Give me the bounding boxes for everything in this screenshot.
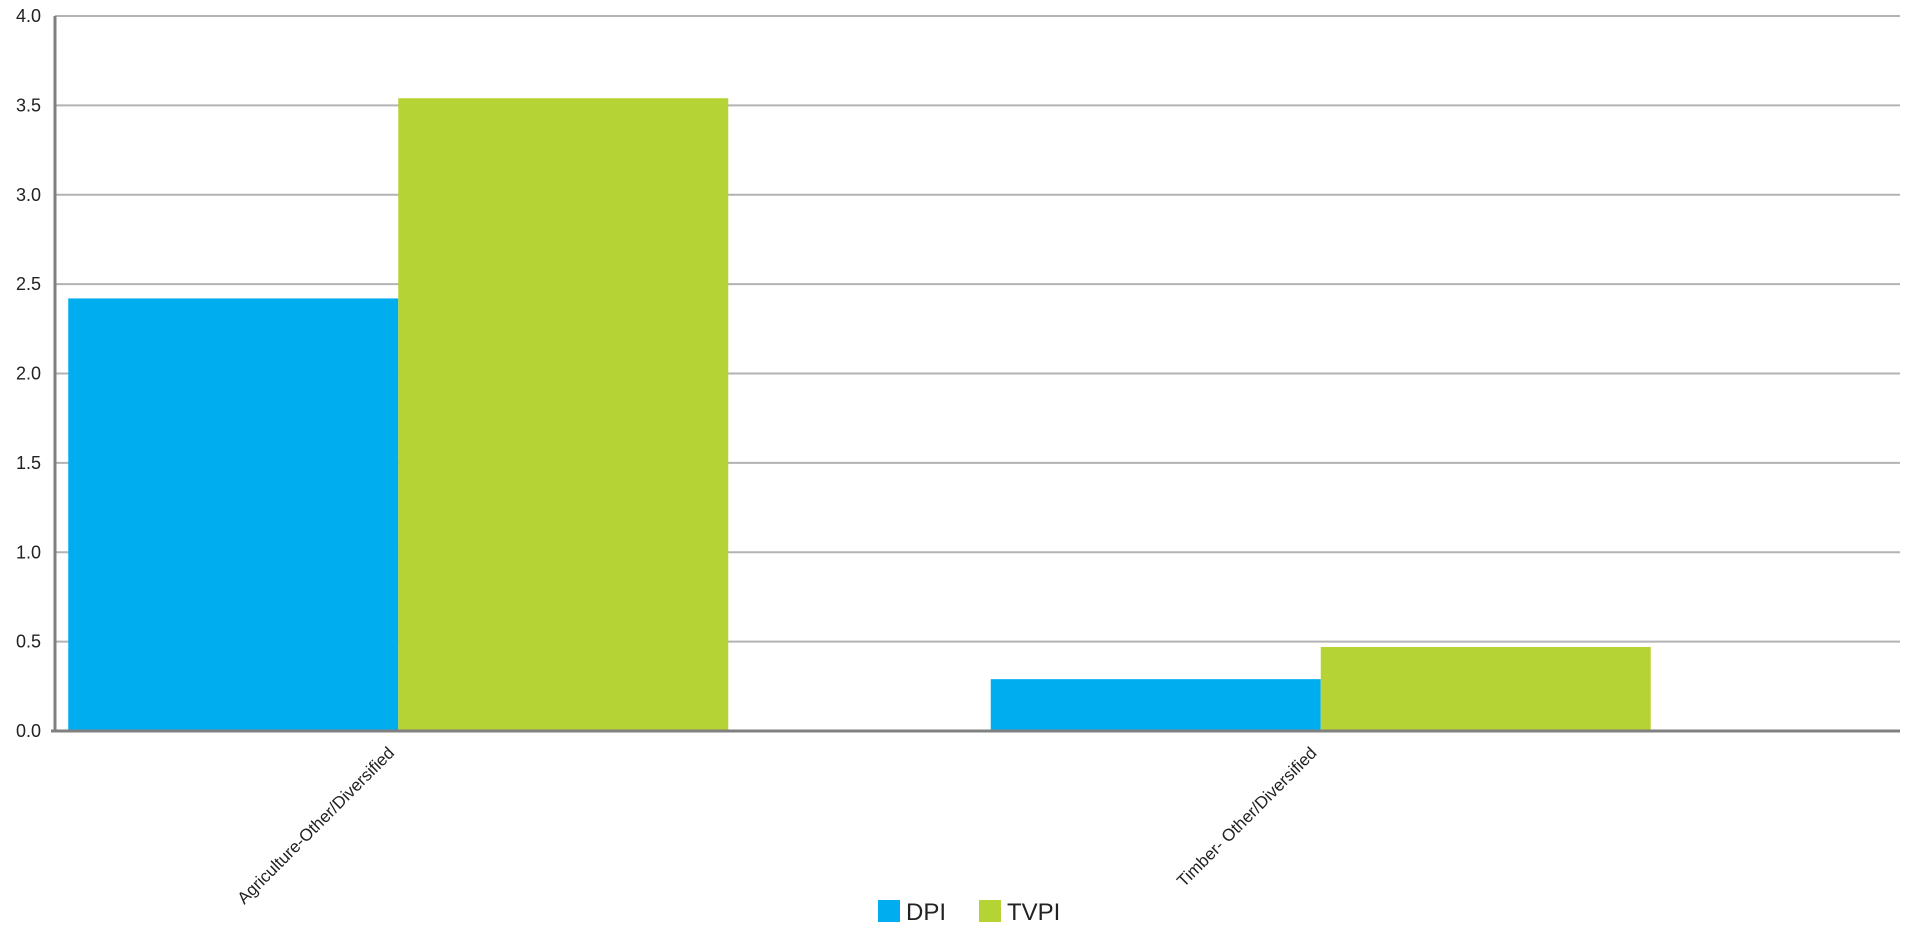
bars — [68, 98, 1651, 732]
x-category-label: Agriculture-Other/Diversified — [234, 743, 398, 907]
legend: DPI TVPI — [878, 899, 1060, 926]
bar-tvpi-1 — [398, 98, 729, 732]
legend-label-dpi: DPI — [906, 899, 946, 926]
y-tick-label: 1.5 — [16, 453, 41, 473]
x-axis-category-labels: Agriculture-Other/Diversified Timber- Oth… — [234, 743, 1321, 907]
y-tick-label: 1.0 — [16, 542, 41, 562]
legend-label-tvpi: TVPI — [1007, 899, 1060, 926]
y-tick-label: 0.5 — [16, 632, 41, 652]
bar-tvpi-2 — [1320, 646, 1651, 731]
y-tick-label: 2.0 — [16, 364, 41, 384]
x-category-label: Timber- Other/Diversified — [1173, 743, 1320, 890]
legend-swatch-tvpi — [979, 900, 1001, 922]
y-axis-ticks: 0.0 0.5 1.0 1.5 2.0 2.5 3.0 3.5 4.0 — [16, 6, 41, 741]
y-tick-label: 0.0 — [16, 721, 41, 741]
axes — [51, 16, 1900, 733]
bar-dpi-1 — [68, 298, 399, 731]
y-tick-label: 3.5 — [16, 95, 41, 115]
legend-swatch-dpi — [878, 900, 900, 922]
y-tick-label: 3.0 — [16, 185, 41, 205]
bar-dpi-2 — [990, 679, 1321, 731]
y-tick-label: 4.0 — [16, 6, 41, 26]
y-tick-label: 2.5 — [16, 274, 41, 294]
